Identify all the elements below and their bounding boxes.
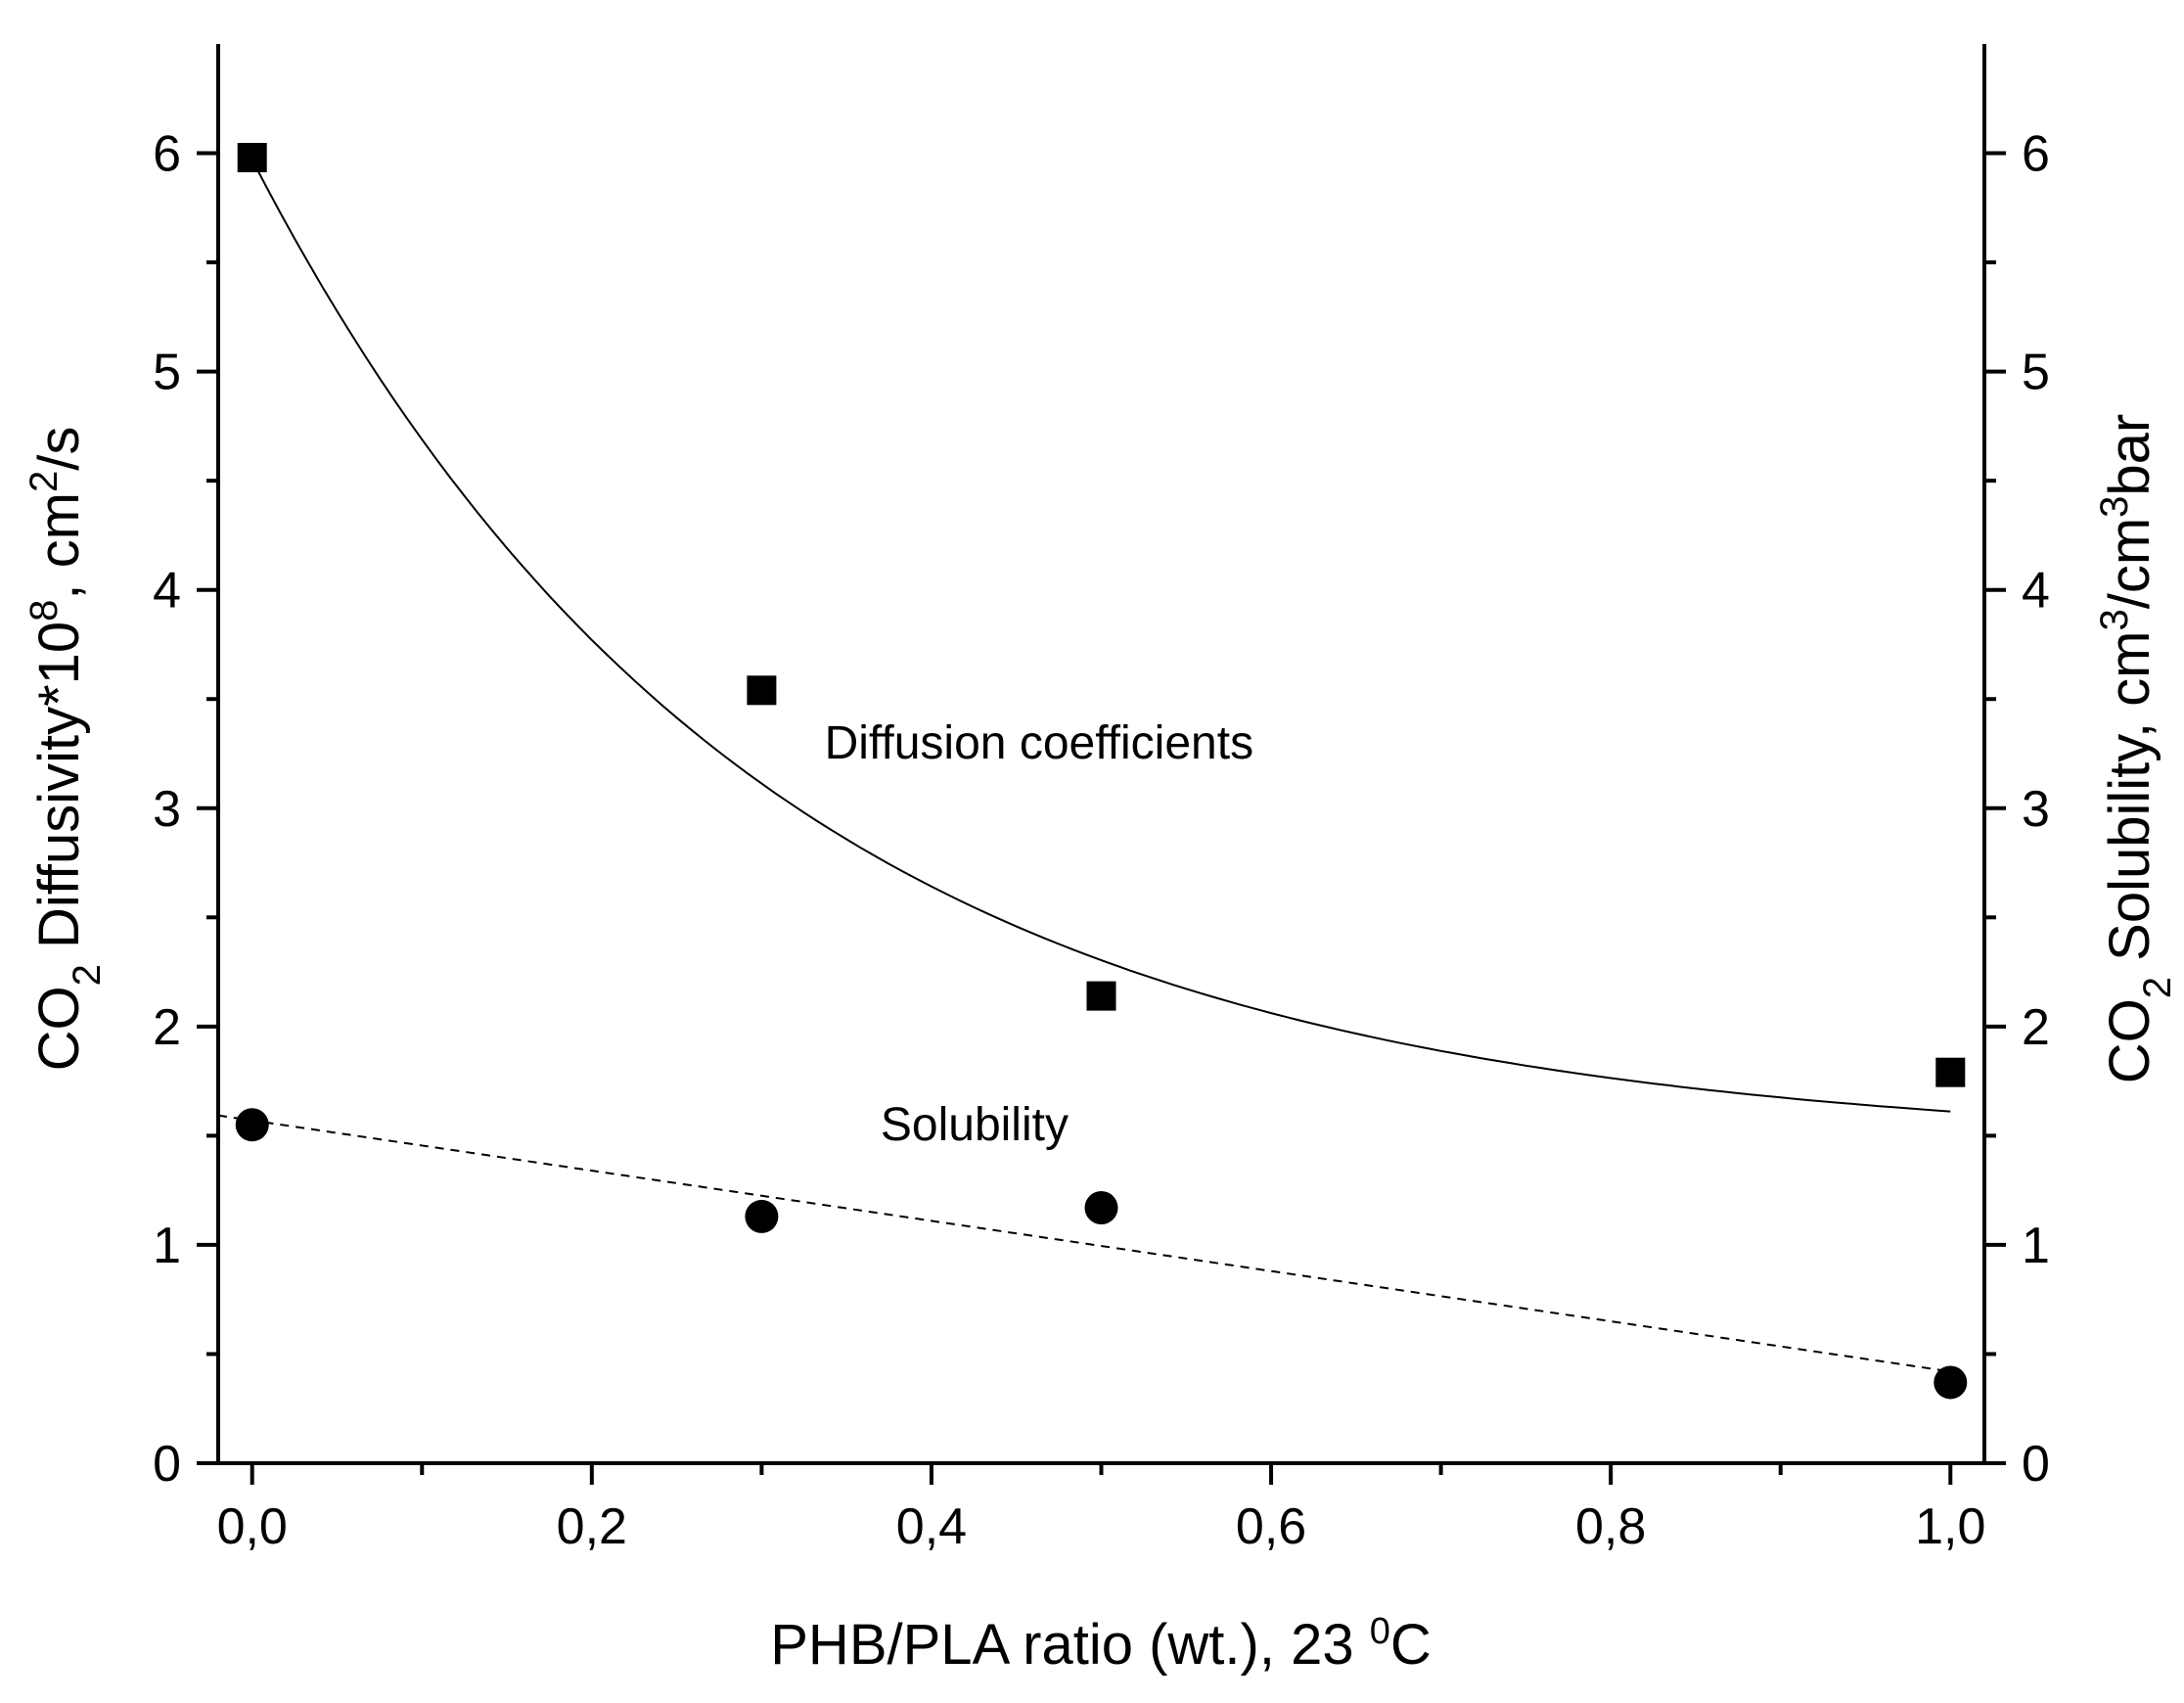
diffusion-point: [237, 143, 267, 172]
y-left-tick-label: 2: [153, 999, 181, 1056]
annotation-solubility: Solubility: [881, 1099, 1069, 1151]
solubility-fit-line: [217, 1114, 1951, 1373]
tick-labels: 0,0 0,2 0,4 0,6 0,8 1,0 0 1 2 3 4 5 6 0 1 2 3 4 5 6: [153, 126, 2050, 1555]
solubility-point: [1934, 1365, 1968, 1400]
y-right-axis-label: CO2 Solubility, cm3/cm3bar: [2093, 414, 2179, 1083]
y-right-tick-label: 0: [2022, 1436, 2050, 1493]
diffusion-point: [1086, 981, 1116, 1011]
fit-curves: [217, 159, 1951, 1373]
x-axis-label: PHB/PLA ratio (wt.), 23 0C: [770, 1611, 1432, 1677]
tick-marks: [197, 151, 2006, 1485]
x-tick-label: 0,6: [1236, 1498, 1306, 1555]
diffusion-point: [1935, 1057, 1966, 1087]
y-left-tick-label: 3: [153, 781, 181, 838]
x-tick-label: 0,0: [217, 1498, 288, 1555]
y-right-tick-label: 6: [2022, 126, 2050, 183]
y-left-tick-label: 5: [153, 345, 181, 401]
solubility-point: [235, 1108, 269, 1142]
y-right-tick-label: 2: [2022, 999, 2050, 1056]
diffusion-fit-curve: [250, 159, 1951, 1113]
y-left-tick-label: 1: [153, 1218, 181, 1274]
x-tick-label: 0,2: [557, 1498, 627, 1555]
diffusion-point: [747, 675, 777, 706]
y-right-tick-label: 5: [2022, 345, 2050, 401]
annotation-diffusion: Diffusion coefficients: [825, 717, 1253, 769]
y-right-tick-label: 3: [2022, 781, 2050, 838]
y-left-tick-label: 6: [153, 126, 181, 183]
solubility-point: [1084, 1191, 1118, 1224]
y-left-axis-label: CO2 Diffusivity*108, cm2/s: [23, 427, 109, 1072]
y-right-tick-label: 1: [2022, 1218, 2050, 1274]
y-left-tick-label: 4: [153, 563, 181, 620]
y-right-tick-label: 4: [2022, 563, 2050, 620]
x-tick-label: 1,0: [1915, 1498, 1985, 1555]
x-tick-label: 0,4: [896, 1498, 967, 1555]
x-tick-label: 0,8: [1575, 1498, 1646, 1555]
data-points: [235, 143, 1968, 1400]
y-left-tick-label: 0: [153, 1436, 181, 1493]
solubility-point: [745, 1199, 779, 1233]
